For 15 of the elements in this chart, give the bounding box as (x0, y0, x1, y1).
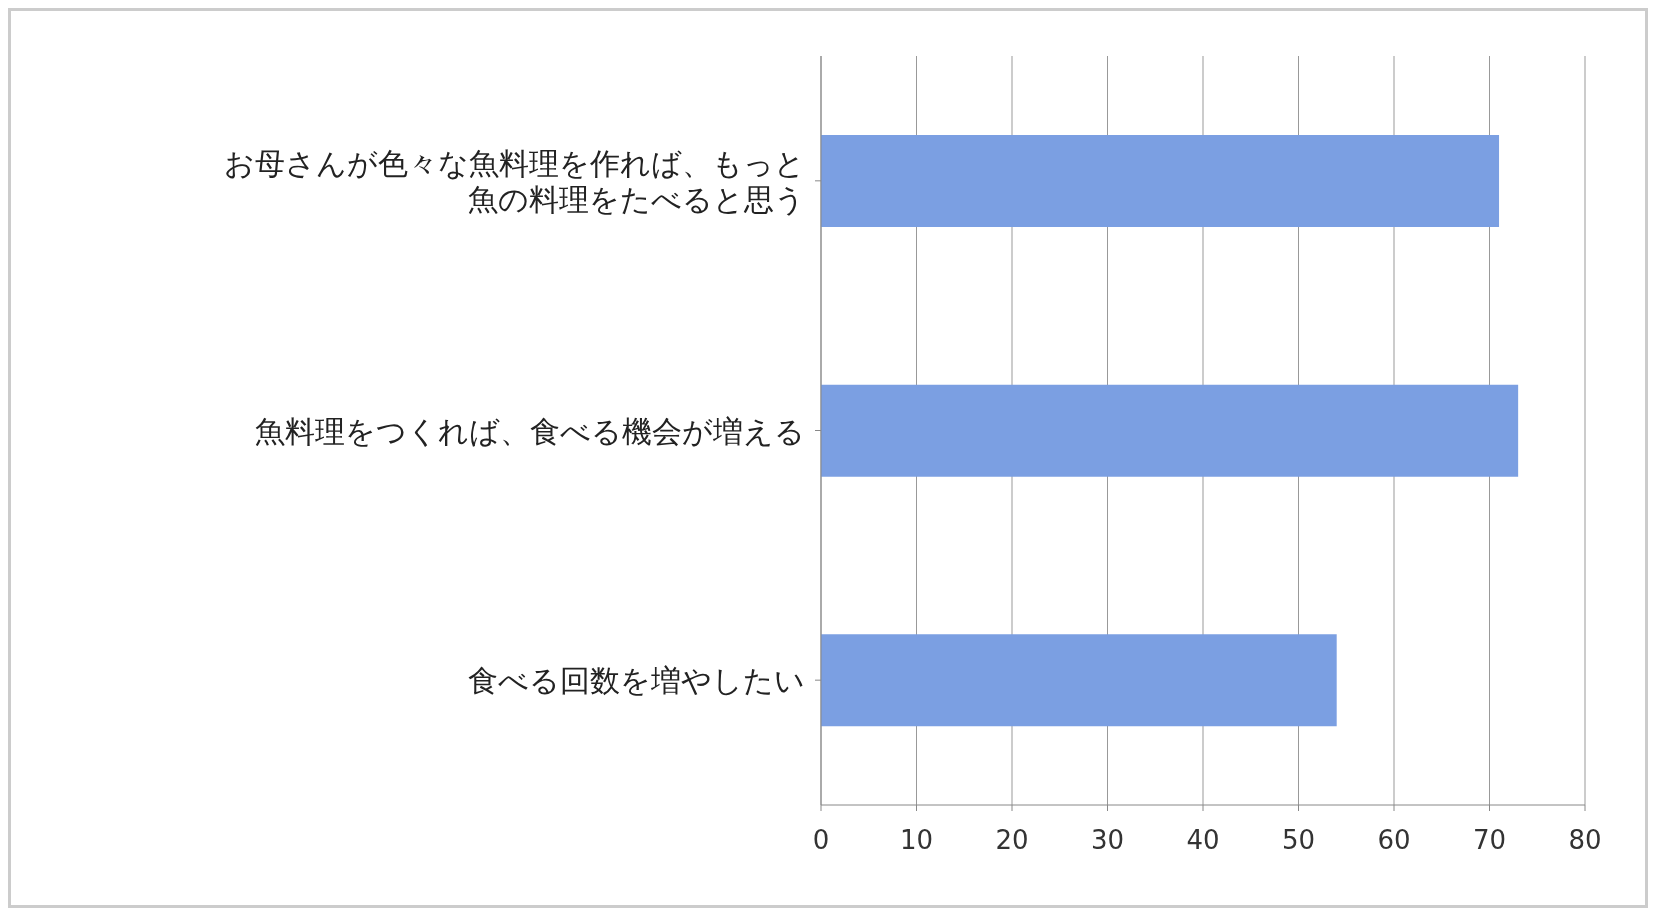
x-tick-label: 60 (1377, 825, 1411, 856)
x-tick-label: 70 (1472, 825, 1507, 856)
x-tick-label: 0 (812, 825, 830, 856)
y-tick-label: お母さんが色々な魚料理を作れば、もっと魚の料理をたべると思う (224, 145, 805, 217)
x-tick-label: 40 (1186, 825, 1220, 856)
bar (821, 634, 1337, 727)
x-tick-label: 20 (995, 825, 1029, 856)
x-tick-label: 80 (1568, 825, 1602, 856)
bar (821, 135, 1500, 227)
y-tick-label: 魚料理をつくれば、食べる機会が増える (255, 413, 805, 448)
x-tick-label: 50 (1281, 825, 1316, 856)
x-tick-label: 30 (1090, 825, 1125, 856)
y-tick-label: 食べる回数を増やしたい (468, 662, 805, 698)
bar (821, 384, 1519, 477)
x-tick-label: 10 (899, 825, 934, 856)
